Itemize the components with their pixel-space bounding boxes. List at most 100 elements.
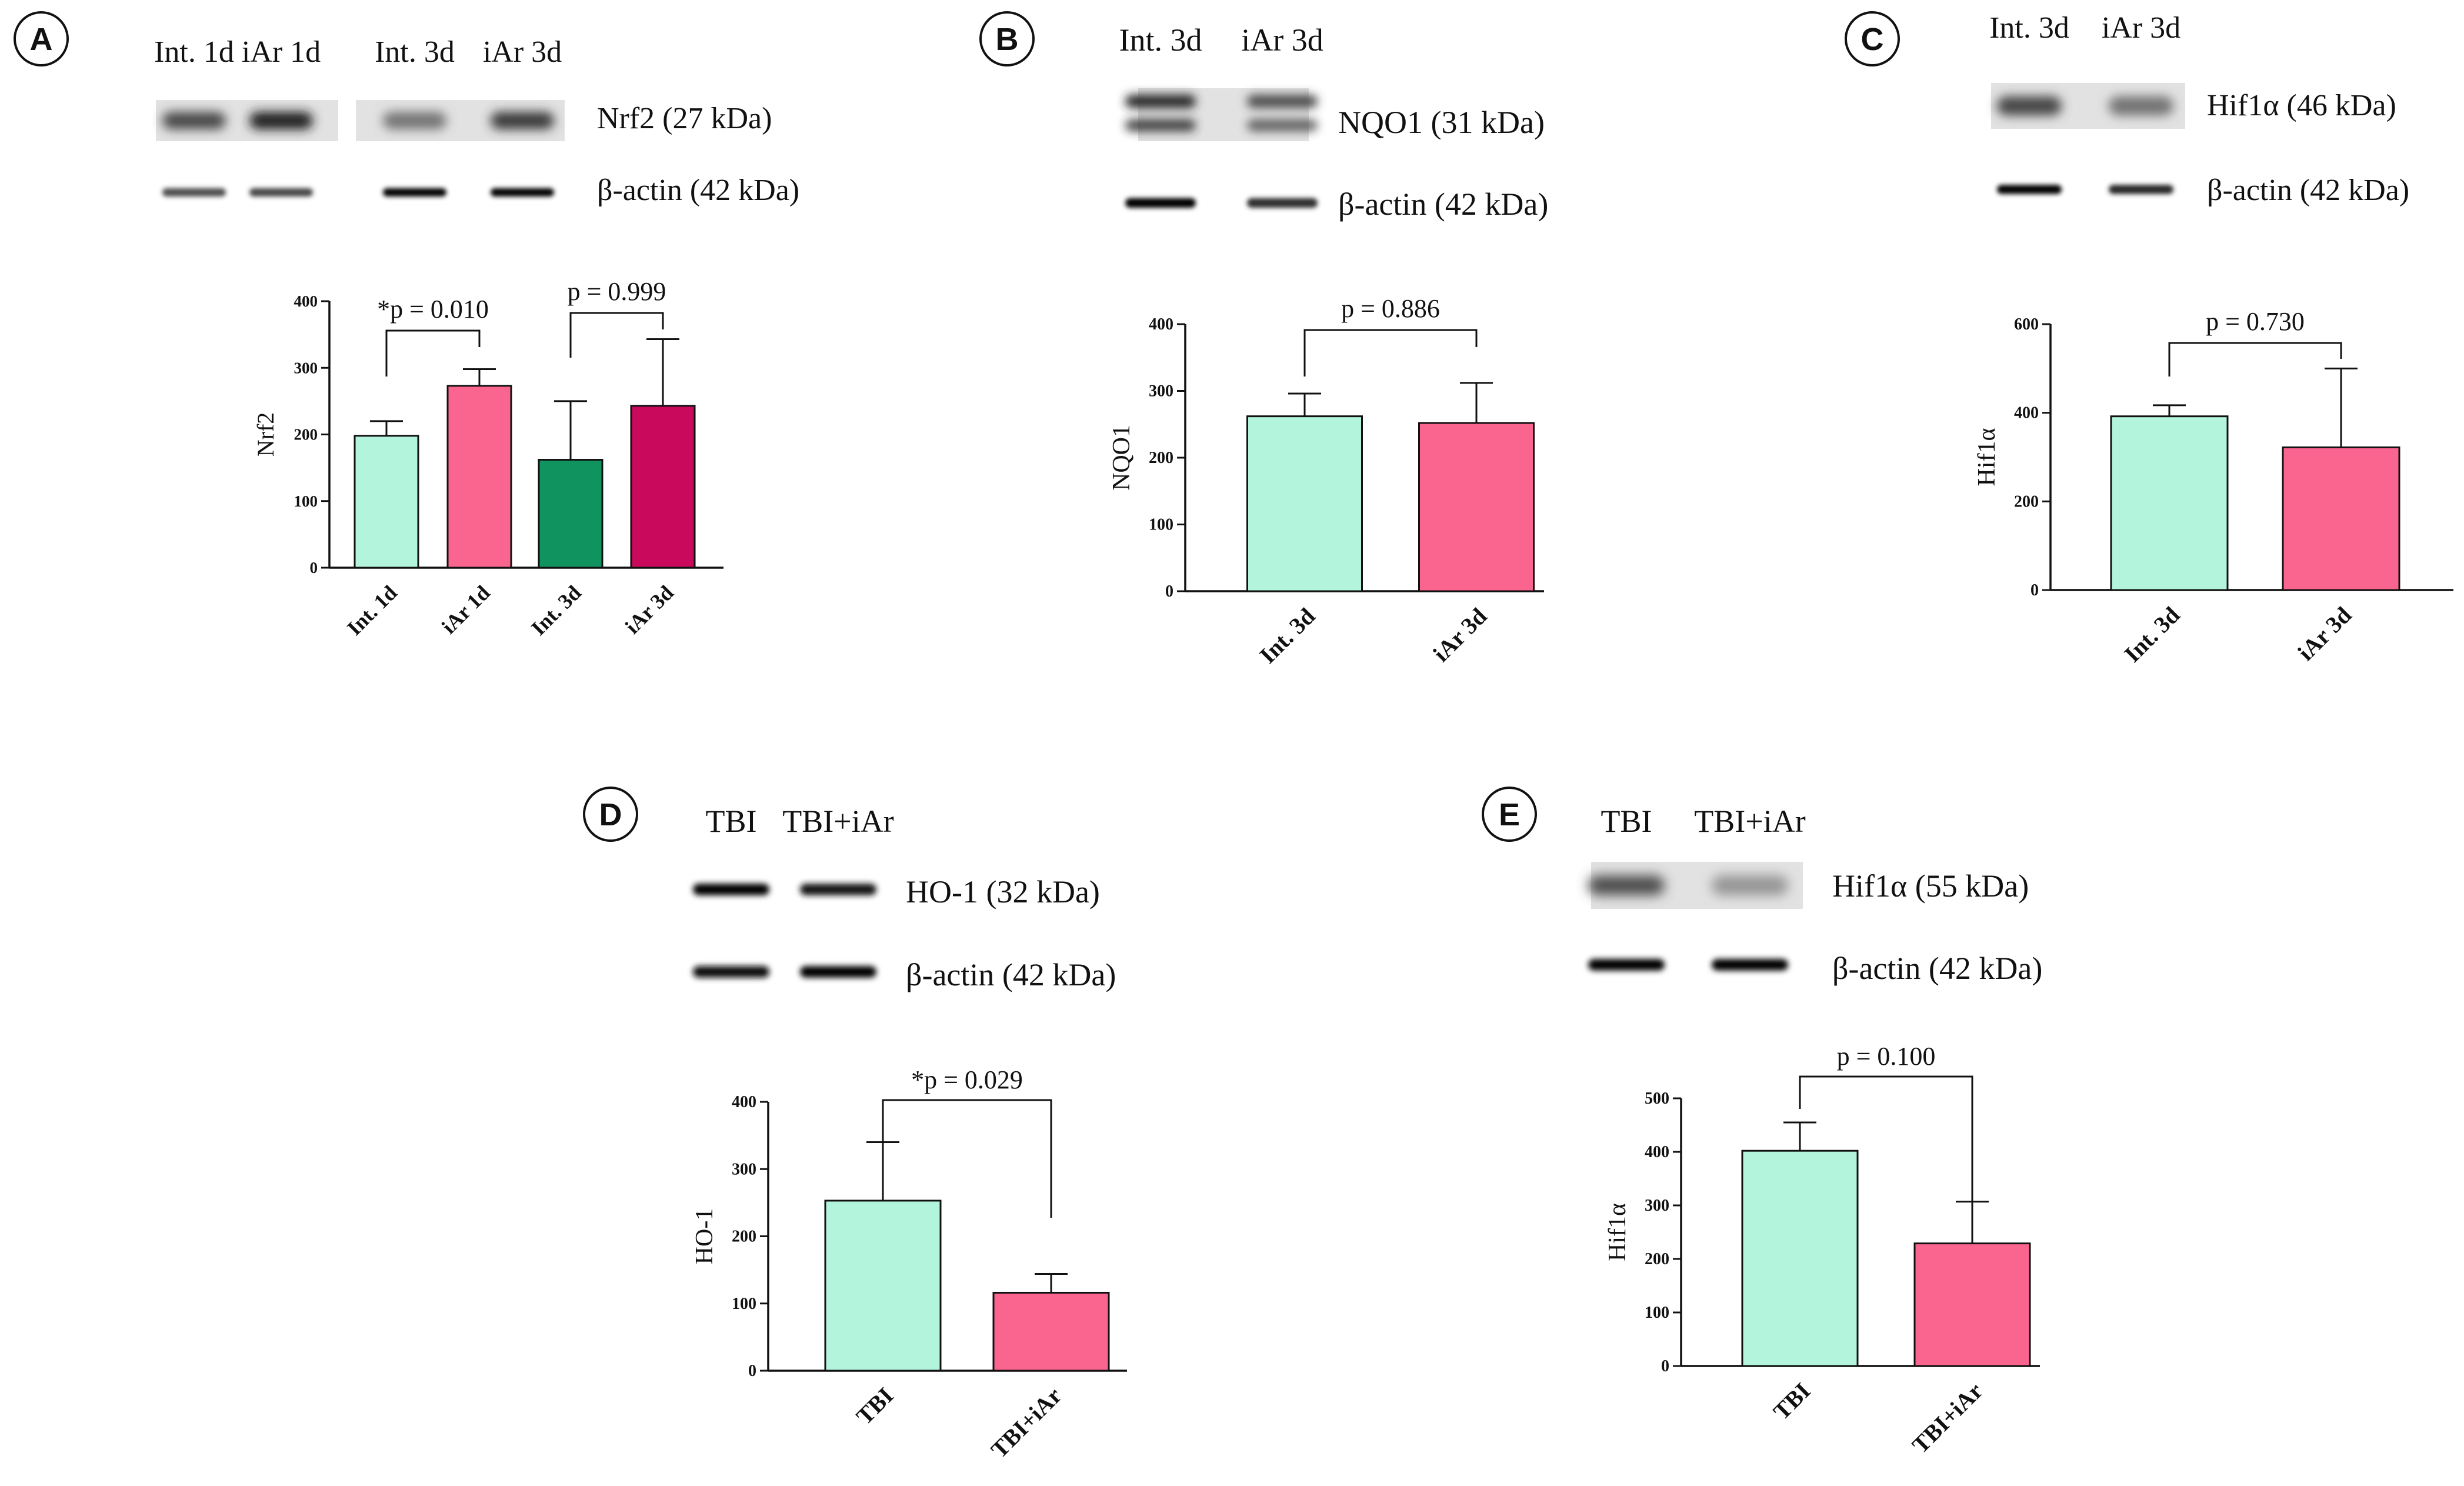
- y-tick-label: 0: [1165, 582, 1173, 601]
- y-tick-label: 100: [1149, 516, 1173, 534]
- protein-band: [1588, 875, 1665, 895]
- band-label: NQO1 (31 kDa): [1338, 105, 1545, 140]
- panel-e: E TBI TBI+iAr Hif1α (55 kDa) β-actin (42 kDa…: [1482, 787, 2042, 1458]
- band-label: HO-1 (32 kDa): [906, 874, 1100, 909]
- y-axis-label: Hif1α: [1973, 428, 2000, 487]
- bar-chart: 0 100 200 300 400 HO-1 TBI TBI+iAr *p = 0.029: [691, 1065, 1127, 1463]
- bar: [1246, 415, 1363, 592]
- bar: [2110, 415, 2229, 591]
- y-tick-label: 0: [748, 1362, 756, 1380]
- y-tick-label: 400: [1149, 315, 1173, 334]
- protein-band: [1588, 959, 1665, 971]
- lane-label: iAr 3d: [483, 35, 562, 69]
- protein-band: [1997, 185, 2062, 194]
- lane-label: iAr 1d: [242, 35, 321, 69]
- panel-letter-circle: [1482, 787, 1537, 842]
- category-label: TBI+iAr: [986, 1382, 1067, 1464]
- western-blot: Int. 3d iAr 3d NQO1 (31 kDa) β-actin (42 kD…: [1119, 22, 1549, 222]
- lane-label: iAr 3d: [1241, 22, 1323, 58]
- lane-label: TBI: [1601, 804, 1652, 839]
- y-tick-label: 300: [1149, 382, 1173, 401]
- p-value-label: p = 0.100: [1837, 1042, 1936, 1071]
- category-label: iAr 3d: [2292, 602, 2356, 666]
- significance-bracket: [569, 312, 664, 358]
- category-label: iAr 3d: [1428, 603, 1492, 667]
- lane-label: Int. 1d: [154, 35, 234, 69]
- bar: [354, 435, 419, 569]
- protein-band: [1125, 198, 1196, 208]
- y-axis-label: HO-1: [691, 1208, 718, 1265]
- band-label: β-actin (42 kDa): [597, 174, 799, 207]
- p-value-label: p = 0.999: [568, 277, 666, 306]
- panel-letter: A: [30, 22, 53, 57]
- p-value-label: *p = 0.029: [911, 1065, 1023, 1094]
- panel-letter: C: [1861, 22, 1884, 57]
- band-label: β-actin (42 kDa): [1832, 951, 2042, 986]
- panel-c: C Int. 3d iAr 3d Hif1α (46 kDa) β-actin (42 …: [1845, 11, 2453, 668]
- p-value-label: p = 0.886: [1341, 294, 1440, 323]
- category-label: Int. 3d: [526, 581, 585, 639]
- protein-band: [1997, 96, 2062, 116]
- category-label: TBI: [1768, 1378, 1816, 1425]
- y-tick-label: 400: [2014, 404, 2039, 422]
- y-tick-label: 100: [732, 1295, 756, 1313]
- protein-band: [491, 188, 554, 197]
- y-tick-label: 0: [2030, 581, 2039, 599]
- bar-chart: 0 100 200 300 400 500 Hif1α TBI TBI+iAr p = 0.100: [1604, 1042, 2040, 1458]
- panel-letter-badge: D: [583, 787, 638, 842]
- bar-chart: 0 100 200 300 400 Nrf2 Int. 1d iAr 1d Int. 3d iAr…: [252, 277, 723, 640]
- y-tick-label: 100: [1645, 1304, 1669, 1322]
- category-label: TBI+iAr: [1907, 1378, 1988, 1459]
- y-tick-label: 300: [1645, 1197, 1669, 1215]
- bar: [1418, 422, 1535, 592]
- y-tick-label: 300: [732, 1160, 756, 1178]
- y-tick-label: 500: [1645, 1089, 1669, 1108]
- band-label: Hif1α (55 kDa): [1832, 868, 2029, 904]
- y-tick-label: 200: [732, 1228, 756, 1246]
- y-tick-label: 400: [294, 292, 318, 310]
- category-label: Int. 1d: [342, 581, 401, 639]
- significance-bracket: [2168, 342, 2342, 377]
- lane-label: Int. 3d: [375, 35, 455, 69]
- panel-letter-badge: E: [1482, 787, 1537, 842]
- y-tick-label: 200: [294, 426, 318, 444]
- lane-label: TBI: [706, 804, 757, 839]
- protein-band: [693, 966, 769, 978]
- protein-band: [383, 188, 446, 197]
- panel-letter-badge: A: [14, 11, 69, 66]
- protein-band: [693, 884, 769, 895]
- panel-b: B Int. 3d iAr 3d NQO1 (31 kDa) β-actin (42 k…: [979, 11, 1549, 669]
- significance-bracket: [385, 329, 481, 377]
- protein-band: [1712, 875, 1788, 895]
- y-tick-label: 0: [1661, 1357, 1669, 1375]
- protein-band: [1125, 94, 1196, 108]
- protein-band: [800, 884, 876, 895]
- y-axis-label: Nrf2: [252, 412, 279, 457]
- bar: [538, 459, 604, 569]
- y-tick-label: 200: [1149, 449, 1173, 467]
- panel-letter: D: [599, 797, 622, 832]
- y-tick-label: 200: [2014, 492, 2039, 511]
- protein-band: [1247, 119, 1318, 132]
- bar: [1913, 1242, 2031, 1367]
- lane-label: TBI+iAr: [782, 804, 893, 839]
- category-label: Int. 3d: [2119, 602, 2185, 668]
- category-label: Int. 3d: [1254, 603, 1320, 669]
- western-blot: Int. 1d iAr 1d Int. 3d iAr 3d Nrf2 (27 kDa) β…: [154, 35, 799, 207]
- p-value-label: *p = 0.010: [377, 295, 489, 324]
- lane-label: Int. 3d: [1989, 11, 2069, 45]
- y-tick-label: 200: [1645, 1250, 1669, 1268]
- western-blot: Int. 3d iAr 3d Hif1α (46 kDa) β-actin (42 k…: [1989, 11, 2409, 207]
- lane-label: TBI+iAr: [1694, 804, 1805, 839]
- significance-bracket: [1303, 329, 1478, 377]
- protein-band: [1247, 198, 1318, 208]
- protein-band: [1125, 119, 1196, 132]
- panel-letter: B: [996, 22, 1019, 57]
- band-label: Hif1α (46 kDa): [2207, 89, 2396, 122]
- y-tick-label: 400: [732, 1093, 756, 1111]
- panel-letter-circle: [14, 11, 69, 66]
- band-label: Nrf2 (27 kDa): [597, 102, 772, 135]
- y-tick-label: 100: [294, 492, 318, 510]
- protein-band: [800, 966, 876, 978]
